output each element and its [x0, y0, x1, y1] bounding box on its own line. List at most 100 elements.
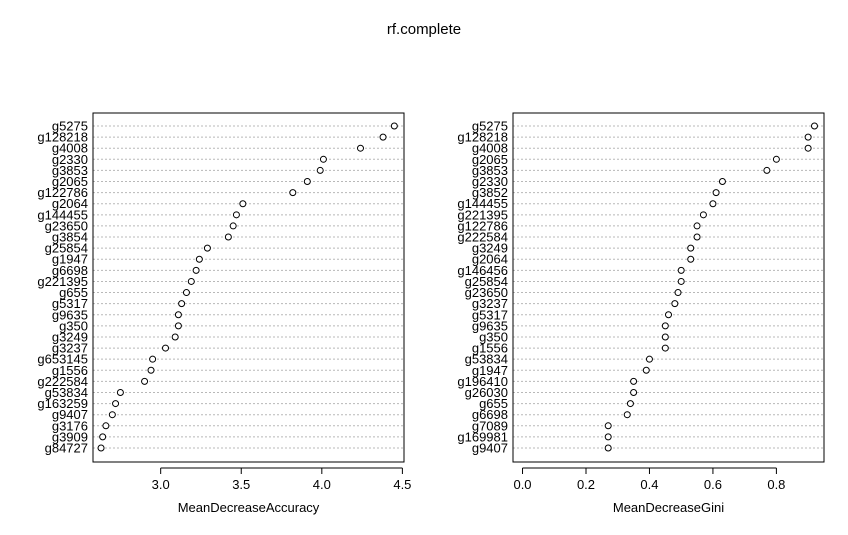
- data-point: [804, 144, 812, 152]
- data-point: [97, 444, 105, 452]
- category-label: g144455: [37, 207, 88, 222]
- category-label: g169981: [457, 429, 508, 444]
- data-point: [626, 400, 634, 408]
- data-point: [108, 411, 116, 419]
- data-point: [182, 289, 190, 297]
- category-label: g1947: [52, 252, 88, 267]
- category-label: g5317: [52, 296, 88, 311]
- category-label: g3853: [52, 163, 88, 178]
- data-point: [203, 244, 211, 252]
- data-point: [718, 178, 726, 186]
- data-point: [699, 211, 707, 219]
- gini-panel: g5275g128218g4008g2065g3853g2330g3852g14…: [457, 112, 825, 515]
- category-label: g221395: [37, 274, 88, 289]
- category-label: g144455: [457, 196, 508, 211]
- category-label: g2064: [472, 252, 508, 267]
- category-label: g163259: [37, 396, 88, 411]
- data-point: [642, 366, 650, 374]
- chart-title: rf.complete: [387, 21, 461, 38]
- category-label: g3853: [472, 163, 508, 178]
- data-point: [316, 166, 324, 174]
- category-label: g1556: [52, 363, 88, 378]
- category-label: g2064: [52, 196, 88, 211]
- category-label: g222584: [37, 374, 88, 389]
- data-point: [141, 377, 149, 385]
- data-point: [162, 344, 170, 352]
- data-point: [645, 355, 653, 363]
- accuracy-panel: g5275g128218g4008g2330g3853g2065g122786g…: [37, 112, 411, 515]
- category-label: g350: [59, 318, 88, 333]
- data-point: [319, 155, 327, 163]
- category-label: g3909: [52, 429, 88, 444]
- data-point: [772, 155, 780, 163]
- data-point: [661, 344, 669, 352]
- category-label: g25854: [45, 241, 88, 256]
- category-label: g196410: [457, 374, 508, 389]
- data-point: [303, 178, 311, 186]
- category-label: g53834: [465, 352, 508, 367]
- data-point: [674, 289, 682, 297]
- x-tick-label: 3.5: [232, 477, 250, 492]
- data-point: [232, 211, 240, 219]
- category-label: g3852: [472, 185, 508, 200]
- category-label: g221395: [457, 207, 508, 222]
- category-label: g26030: [465, 385, 508, 400]
- data-point: [99, 433, 107, 441]
- category-label: g6698: [472, 407, 508, 422]
- data-point: [224, 233, 232, 241]
- data-point: [671, 300, 679, 308]
- data-point: [687, 244, 695, 252]
- category-label: g655: [479, 396, 508, 411]
- data-point: [112, 400, 120, 408]
- x-tick-label: 0.2: [577, 477, 595, 492]
- category-label: g2330: [472, 174, 508, 189]
- category-label: g4008: [52, 141, 88, 156]
- data-point: [677, 266, 685, 274]
- data-point: [192, 266, 200, 274]
- data-point: [174, 322, 182, 330]
- data-point: [687, 255, 695, 263]
- category-label: g84727: [45, 441, 88, 456]
- category-label: g23650: [45, 218, 88, 233]
- data-point: [178, 300, 186, 308]
- data-point: [147, 366, 155, 374]
- x-tick-label: 4.0: [313, 477, 331, 492]
- category-label: g2330: [52, 152, 88, 167]
- data-point: [149, 355, 157, 363]
- data-point: [356, 144, 364, 152]
- category-label: g128218: [37, 130, 88, 145]
- data-point: [623, 411, 631, 419]
- data-point: [693, 222, 701, 230]
- category-label: g25854: [465, 274, 508, 289]
- category-label: g3176: [52, 418, 88, 433]
- category-label: g1947: [472, 363, 508, 378]
- category-label: g23650: [465, 285, 508, 300]
- category-label: g146456: [457, 263, 508, 278]
- data-point: [677, 277, 685, 285]
- data-point: [289, 189, 297, 197]
- data-point: [810, 122, 818, 130]
- category-label: g4008: [472, 141, 508, 156]
- data-point: [630, 388, 638, 396]
- category-label: g3249: [52, 329, 88, 344]
- data-point: [174, 311, 182, 319]
- category-label: g655: [59, 285, 88, 300]
- category-label: g2065: [472, 152, 508, 167]
- category-label: g222584: [457, 230, 508, 245]
- data-point: [390, 122, 398, 130]
- category-label: g53834: [45, 385, 88, 400]
- category-label: g3854: [52, 230, 88, 245]
- category-label: g122786: [37, 185, 88, 200]
- data-point: [379, 133, 387, 141]
- gini-x-axis-label: MeanDecreaseGini: [613, 500, 724, 515]
- x-tick-label: 0.0: [513, 477, 531, 492]
- data-point: [804, 133, 812, 141]
- data-point: [604, 422, 612, 430]
- data-point: [709, 200, 717, 208]
- category-label: g5275: [472, 119, 508, 134]
- x-tick-label: 0.4: [640, 477, 658, 492]
- data-point: [171, 333, 179, 341]
- category-label: g9407: [52, 407, 88, 422]
- category-label: g653145: [37, 352, 88, 367]
- data-point: [239, 200, 247, 208]
